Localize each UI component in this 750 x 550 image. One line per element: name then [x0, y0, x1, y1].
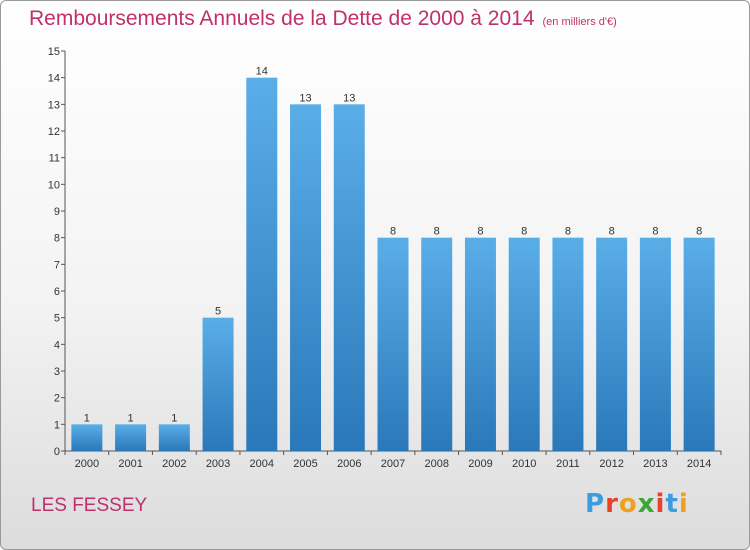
y-tick-label: 2 — [54, 393, 60, 405]
bar-2009 — [464, 237, 496, 451]
x-tick-label: 2000 — [75, 458, 99, 470]
bar-2001 — [115, 424, 147, 451]
commune-name: LES FESSEY — [31, 495, 148, 516]
data-label-2005: 13 — [299, 92, 311, 104]
data-label-2004: 14 — [256, 66, 268, 78]
y-tick-label: 8 — [54, 233, 60, 245]
bar-2003 — [202, 317, 234, 451]
x-tick-label: 2014 — [687, 458, 711, 470]
y-tick-label: 0 — [54, 446, 60, 458]
chart-title: Remboursements Annuels de la Dette de 20… — [29, 7, 617, 31]
x-tick-label: 2012 — [599, 458, 623, 470]
y-tick-label: 15 — [48, 46, 60, 58]
bar-2005 — [290, 104, 322, 451]
y-tick-label: 4 — [54, 339, 60, 351]
bar-2013 — [639, 237, 671, 451]
x-tick-label: 2006 — [337, 458, 361, 470]
data-label-2003: 5 — [215, 306, 221, 318]
bar-2008 — [421, 237, 453, 451]
x-tick-label: 2008 — [424, 458, 448, 470]
bar-2006 — [333, 104, 365, 451]
bar-2004 — [246, 77, 278, 452]
data-label-2001: 1 — [128, 412, 134, 424]
data-label-2010: 8 — [521, 226, 527, 238]
data-label-2007: 8 — [390, 226, 396, 238]
data-label-2014: 8 — [696, 226, 702, 238]
bar-2007 — [377, 237, 409, 451]
x-tick-label: 2009 — [468, 458, 492, 470]
x-tick-label: 2013 — [643, 458, 667, 470]
bar-2011 — [552, 237, 584, 451]
data-label-2006: 13 — [343, 92, 355, 104]
y-tick-label: 9 — [54, 206, 60, 218]
data-label-2000: 1 — [84, 412, 90, 424]
y-tick-label: 10 — [48, 179, 60, 191]
chart-unit: (en milliers d'€) — [542, 16, 617, 28]
data-label-2009: 8 — [477, 226, 483, 238]
bar-2014 — [683, 237, 715, 451]
y-tick-label: 3 — [54, 366, 60, 378]
y-tick-label: 13 — [48, 99, 60, 111]
data-label-2013: 8 — [652, 226, 658, 238]
x-tick-label: 2004 — [250, 458, 274, 470]
x-tick-label: 2003 — [206, 458, 230, 470]
x-tick-label: 2001 — [118, 458, 142, 470]
y-tick-label: 5 — [54, 313, 60, 325]
bar-2010 — [508, 237, 540, 451]
y-tick-label: 11 — [49, 153, 60, 165]
chart-bars — [71, 77, 715, 452]
x-tick-label: 2010 — [512, 458, 536, 470]
x-tick-label: 2007 — [381, 458, 405, 470]
data-label-2012: 8 — [609, 226, 615, 238]
bar-2012 — [596, 237, 628, 451]
x-tick-label: 2005 — [293, 458, 317, 470]
x-tick-label: 2002 — [162, 458, 186, 470]
y-tick-label: 1 — [54, 419, 60, 431]
x-tick-label: 2011 — [556, 458, 580, 470]
chart-title-text: Remboursements Annuels de la Dette de 20… — [29, 7, 535, 30]
data-label-2008: 8 — [434, 226, 440, 238]
proxiti-logo: Proxiti — [585, 489, 689, 519]
data-label-2002: 1 — [171, 412, 177, 424]
bar-2000 — [71, 424, 103, 451]
y-tick-label: 7 — [54, 259, 60, 271]
y-tick-label: 6 — [54, 286, 60, 298]
y-tick-label: 14 — [48, 73, 60, 85]
bar-2002 — [158, 424, 190, 451]
data-label-2011: 8 — [565, 226, 571, 238]
y-tick-label: 12 — [48, 126, 60, 138]
